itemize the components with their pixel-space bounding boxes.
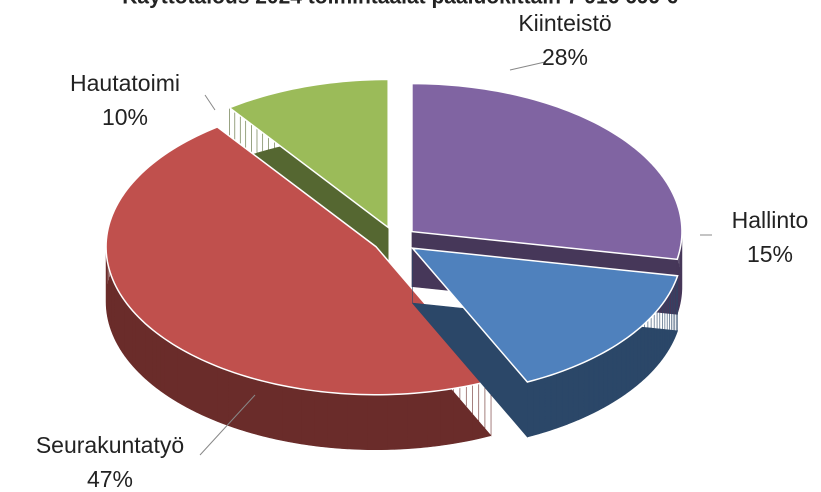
data-label-value: 47%: [87, 466, 133, 492]
data-label-name: Kiinteistö: [518, 10, 611, 36]
data-label-value: 28%: [542, 44, 588, 70]
pie-slice-group: [410, 247, 679, 438]
data-label-name: Hautatoimi: [70, 70, 180, 96]
data-label-value: 10%: [102, 104, 148, 130]
pie-slice-group: [105, 126, 493, 451]
pie-slice: [105, 126, 493, 396]
chart-title: Käyttötalous 2024 toimintaalat pääluokit…: [122, 0, 678, 9]
data-label-value: 15%: [747, 241, 793, 267]
pie-slice: [411, 82, 683, 261]
leader-line: [509, 61, 546, 71]
pie-slice: [410, 247, 679, 383]
pie-slice: [227, 78, 389, 229]
leader-line: [199, 394, 256, 456]
data-label-name: Seurakuntatyö: [36, 432, 184, 458]
data-label-name: Hallinto: [732, 207, 809, 233]
leader-line: [204, 94, 216, 111]
